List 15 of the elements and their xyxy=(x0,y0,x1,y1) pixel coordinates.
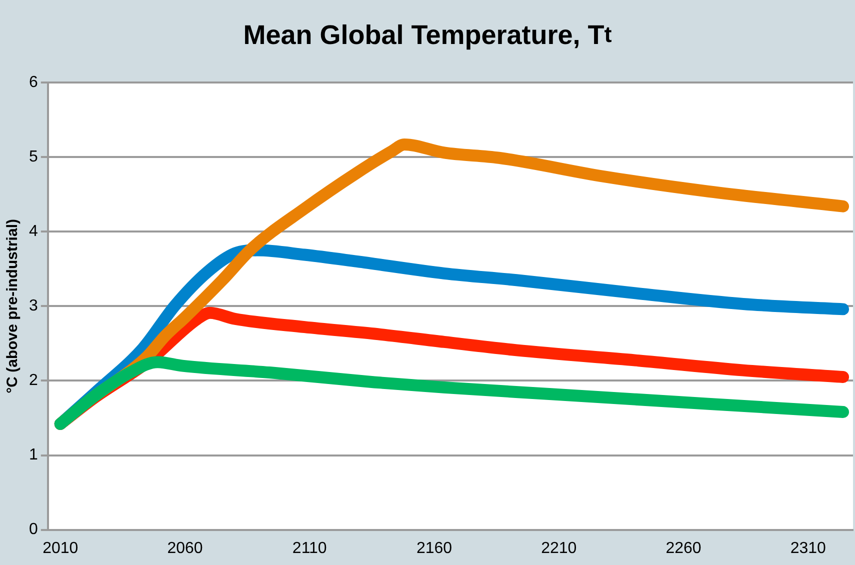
y-tick-label: 4 xyxy=(28,223,38,240)
x-tick-label: 2010 xyxy=(42,540,78,557)
x-tick-label: 2060 xyxy=(167,540,203,557)
y-tick-label: 6 xyxy=(28,74,38,92)
x-tick-label: 2110 xyxy=(292,540,327,557)
x-tick-label: 2260 xyxy=(666,540,702,557)
y-tick-label: 2 xyxy=(28,372,38,390)
x-tick-label: 2310 xyxy=(790,540,826,557)
x-tick-label: 2160 xyxy=(416,540,452,557)
y-tick-label: 5 xyxy=(28,148,38,166)
y-tick-label: 3 xyxy=(28,298,38,315)
y-tick-label: 1 xyxy=(28,446,38,464)
y-axis-title: °C (above pre-industrial) xyxy=(4,219,22,394)
y-tick-label: 0 xyxy=(28,521,38,538)
x-tick-label: 2210 xyxy=(541,540,577,557)
